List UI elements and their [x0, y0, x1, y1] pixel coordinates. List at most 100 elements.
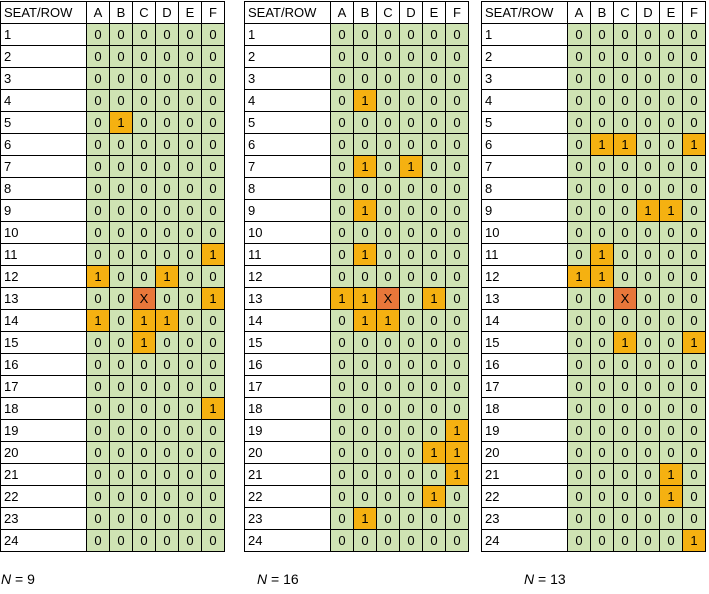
seat-cell: 0: [399, 287, 423, 310]
row-label: 5: [0, 111, 87, 134]
seat-cell: 0: [132, 507, 156, 530]
seat-cell: 0: [353, 463, 377, 486]
seat-cell: 0: [201, 155, 225, 178]
seat-cell: 0: [567, 177, 591, 200]
seat-cell: 0: [422, 353, 446, 376]
row-label: 20: [0, 441, 87, 464]
seat-cell: 0: [109, 221, 133, 244]
occupied-seat-cell: 1: [590, 243, 614, 266]
seat-cell: 0: [567, 221, 591, 244]
seat-cell: 0: [353, 265, 377, 288]
seat-cell: 0: [376, 45, 400, 68]
table-row: 22 0 0 0 0 1 0: [481, 485, 706, 508]
row-label: 3: [481, 67, 568, 90]
seat-cell: 0: [613, 111, 637, 134]
row-label: 8: [481, 177, 568, 200]
seat-cell: 0: [376, 155, 400, 178]
seat-cell: 0: [636, 221, 660, 244]
seat-cell: 0: [353, 353, 377, 376]
column-header-f: F: [682, 1, 706, 24]
seat-cell: 0: [590, 507, 614, 530]
seat-cell: 0: [613, 243, 637, 266]
seat-cell: 0: [682, 243, 706, 266]
seat-cell: 0: [422, 111, 446, 134]
occupied-seat-cell: 1: [201, 287, 225, 310]
seat-cell: 0: [86, 419, 110, 442]
table-row: 20 0 0 0 0 0 0: [481, 441, 706, 464]
row-label: 24: [481, 529, 568, 552]
seat-cell: 0: [178, 155, 202, 178]
seat-cell: 0: [330, 353, 354, 376]
column-header-f: F: [201, 1, 225, 24]
occupied-seat-cell: 1: [613, 133, 637, 156]
seat-cell: 0: [132, 133, 156, 156]
seat-cell: 0: [422, 265, 446, 288]
row-label: 20: [481, 441, 568, 464]
seat-cell: 0: [590, 419, 614, 442]
seat-cell: 0: [109, 67, 133, 90]
seat-cell: 0: [659, 507, 683, 530]
row-label: 20: [244, 441, 331, 464]
seat-cell: 0: [636, 419, 660, 442]
seat-cell: 0: [330, 221, 354, 244]
seat-cell: 0: [399, 529, 423, 552]
seat-cell: 0: [682, 353, 706, 376]
seat-cell: 0: [178, 507, 202, 530]
seat-cell: 0: [109, 133, 133, 156]
seat-cell: 0: [613, 529, 637, 552]
table-row: 12 0 0 0 0 0 0: [244, 265, 469, 288]
seat-cell: 0: [178, 221, 202, 244]
seat-cell: 0: [178, 199, 202, 222]
seat-cell: 0: [659, 67, 683, 90]
seat-cell: 0: [353, 45, 377, 68]
seat-cell: 0: [178, 441, 202, 464]
seat-cell: 0: [399, 397, 423, 420]
seat-cell: 0: [613, 89, 637, 112]
seat-cell: 0: [86, 67, 110, 90]
seat-cell: 0: [178, 419, 202, 442]
table-row: 24 0 0 0 0 0 1: [481, 529, 706, 552]
occupied-seat-cell: 1: [330, 287, 354, 310]
row-label: 21: [481, 463, 568, 486]
row-label: 13: [0, 287, 87, 310]
table-row: 24 0 0 0 0 0 0: [0, 529, 225, 552]
seat-cell: 0: [155, 199, 179, 222]
seat-cell: 0: [636, 529, 660, 552]
seat-cell: 0: [376, 111, 400, 134]
seat-cell: 0: [399, 111, 423, 134]
seat-cell: 0: [178, 309, 202, 332]
table-row: 14 0 0 0 0 0 0: [481, 309, 706, 332]
occupied-seat-cell: 1: [445, 463, 469, 486]
seat-cell: 0: [109, 375, 133, 398]
seat-cell: 0: [132, 111, 156, 134]
row-label: 6: [0, 133, 87, 156]
seat-cell: 0: [399, 419, 423, 442]
row-label: 14: [481, 309, 568, 332]
seat-cell: 0: [636, 441, 660, 464]
seat-cell: 0: [132, 45, 156, 68]
seat-cell: 0: [376, 243, 400, 266]
seat-cell: 0: [330, 507, 354, 530]
seat-cell: 0: [399, 243, 423, 266]
seat-cell: 0: [330, 23, 354, 46]
seat-cell: 0: [109, 199, 133, 222]
seat-cell: 0: [445, 485, 469, 508]
seat-cell: 0: [567, 199, 591, 222]
seat-cell: 0: [376, 331, 400, 354]
seat-cell: 0: [201, 89, 225, 112]
seat-cell: 0: [613, 485, 637, 508]
row-label: 16: [0, 353, 87, 376]
seat-cell: 0: [613, 375, 637, 398]
seat-cell: 0: [330, 441, 354, 464]
seat-cell: 0: [636, 463, 660, 486]
seat-cell: 0: [86, 155, 110, 178]
seat-cell: 0: [353, 419, 377, 442]
row-label: 14: [0, 309, 87, 332]
seat-cell: 0: [590, 177, 614, 200]
